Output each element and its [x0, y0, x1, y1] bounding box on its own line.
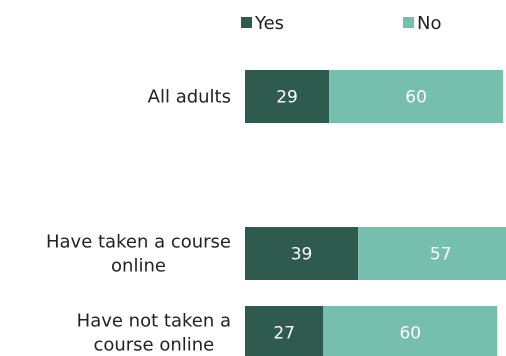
bar-no [358, 227, 506, 280]
value-label-no: 57 [430, 245, 452, 265]
category-label: course online [93, 335, 214, 356]
value-label-no: 60 [399, 324, 421, 344]
value-labels: 29 60 39 57 27 60 [273, 88, 451, 344]
value-label-yes: 29 [276, 88, 298, 108]
legend: Yes No [241, 13, 441, 34]
category-label: Have taken a course [46, 232, 231, 253]
category-labels: All adults Have taken a course online Have … [46, 87, 231, 356]
value-label-yes: 39 [291, 245, 313, 265]
bars [245, 70, 506, 356]
bar-yes [245, 70, 330, 123]
category-label: online [111, 256, 166, 277]
legend-swatch-yes [241, 17, 252, 28]
bar-no [329, 70, 504, 123]
legend-label-no: No [417, 13, 441, 34]
category-label: Have not taken a [77, 311, 231, 332]
legend-swatch-no [403, 17, 414, 28]
value-label-yes: 27 [273, 324, 295, 344]
category-label: All adults [148, 87, 231, 108]
legend-label-yes: Yes [254, 13, 284, 34]
bar-no [323, 306, 498, 356]
bar-yes [245, 227, 359, 280]
value-label-no: 60 [405, 88, 427, 108]
bar-yes [245, 306, 324, 356]
